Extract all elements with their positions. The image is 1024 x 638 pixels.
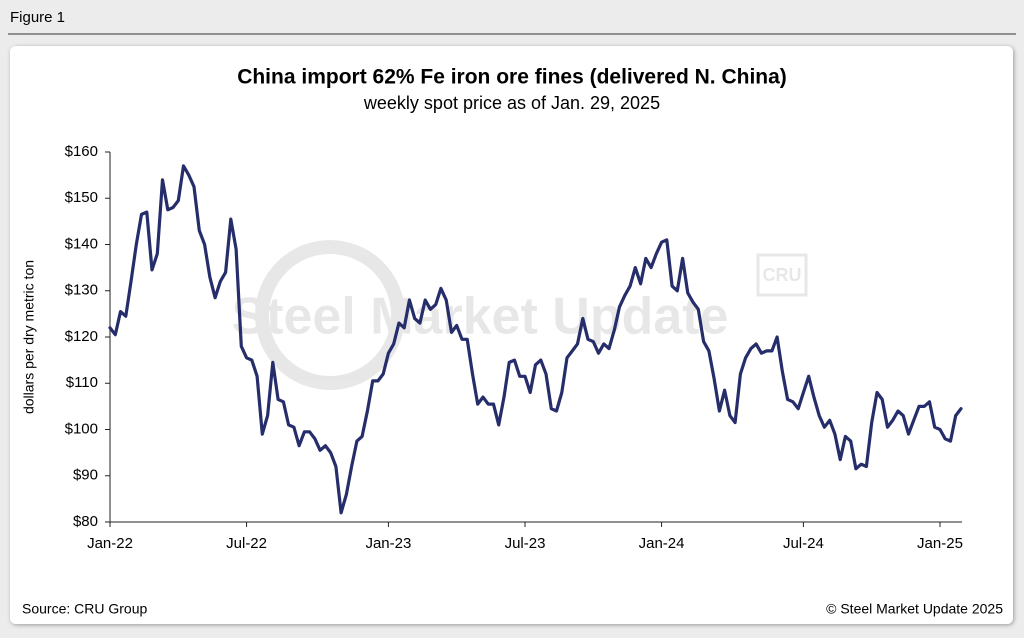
y-tick-label: $150 [65, 189, 98, 206]
x-tick-label: Jul-22 [226, 535, 267, 552]
x-tick-label: Jul-23 [505, 535, 546, 552]
watermark-logo: CRU [763, 265, 802, 285]
y-tick-label: $110 [66, 374, 98, 391]
watermark-group: Steel Market Update CRU [231, 240, 808, 390]
y-axis-label: dollars per dry metric ton [21, 260, 37, 414]
copyright: © Steel Market Update 2025 [826, 601, 1003, 617]
price-line [108, 164, 963, 515]
y-tick-label: $130 [65, 282, 98, 299]
chart-title: China import 62% Fe iron ore fines (deli… [237, 66, 787, 89]
y-tick-label: $160 [65, 143, 98, 160]
y-tick-label: $140 [65, 235, 98, 252]
source: Source: CRU Group [22, 601, 147, 617]
watermark: Steel Market Update [231, 288, 728, 346]
y-tick-label: $90 [73, 467, 98, 484]
x-tick-label: Jul-24 [783, 535, 824, 552]
x-tick-label: Jan-24 [639, 535, 685, 552]
watermark-logo-box [756, 253, 808, 297]
x-tick-label: Jan-23 [365, 535, 411, 552]
y-tick-label: $80 [73, 513, 98, 530]
watermark-ring [255, 240, 405, 390]
chart-subtitle: weekly spot price as of Jan. 29, 2025 [363, 93, 660, 113]
y-tick-label: $100 [65, 420, 98, 437]
x-tick-label: Jan-25 [917, 535, 963, 552]
figure-label: Figure 1 [10, 9, 65, 26]
panel [10, 46, 1013, 624]
y-tick-label: $120 [65, 328, 98, 345]
x-tick-label: Jan-22 [87, 535, 133, 552]
